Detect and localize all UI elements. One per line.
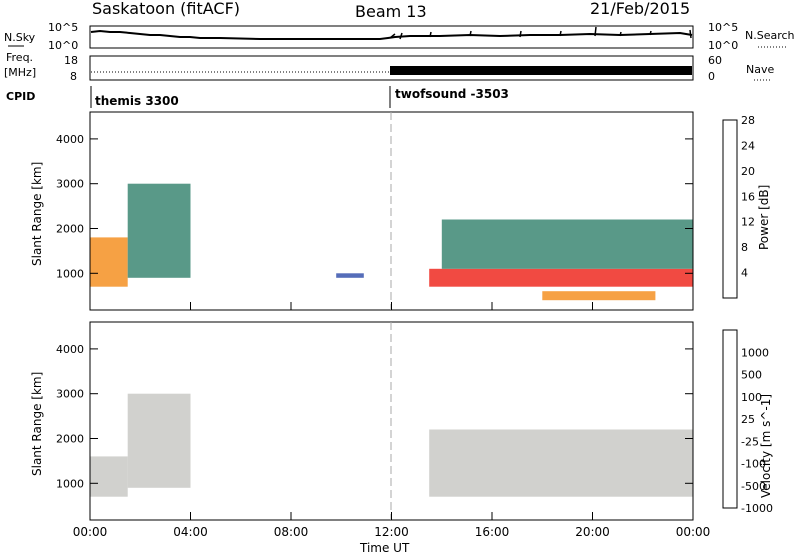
noise-panel: N.Sky 10^5 10^0 10^5 10^0 N.Search: [4, 21, 795, 52]
velocity-data-layer: [90, 393, 693, 497]
date-label: 21/Feb/2015: [590, 0, 690, 18]
velocity-ytick-label-0: 1000: [56, 477, 84, 490]
velocity-y-ticks: 1000 2000 3000 4000: [56, 343, 693, 490]
velocity-colorbar-tick-7: -1000: [741, 502, 773, 515]
time-tick-label-5: 20:00: [575, 525, 610, 539]
velocity-colorbar-tick-2: 100: [741, 391, 762, 404]
time-tick-label-2: 08:00: [274, 525, 309, 539]
power-data-region-4: [441, 219, 694, 269]
noise-search-trace: [389, 26, 692, 40]
cpid-label: CPID: [6, 90, 35, 103]
velocity-colorbar-label: Velocity [m s^-1]: [759, 394, 773, 498]
time-tick-label-4: 16:00: [475, 525, 510, 539]
nave-label: Nave: [746, 63, 774, 76]
power-ytick-label-2: 3000: [56, 178, 84, 191]
velocity-colorbar: 1000 500 100 25 -25 -100 -500 -1000: [722, 329, 773, 515]
time-axis: 00:00 04:00 08:00 12:00 16:00 20:00 00:00: [73, 302, 711, 539]
time-tick-label-3: 12:00: [374, 525, 409, 539]
noise-right-label: N.Search: [745, 29, 795, 42]
power-data-region-2: [336, 273, 364, 278]
frequency-panel: Freq. [MHz] 18 8 60 0 Nave: [4, 51, 774, 83]
velocity-data-region-2: [429, 429, 693, 497]
velocity-colorbar-tick-0: 1000: [741, 346, 769, 359]
freq-left-tick-top: 18: [64, 54, 78, 67]
power-ytick-label-0: 1000: [56, 267, 84, 280]
power-data-layer: [90, 183, 694, 301]
velocity-colorbar-frame: [722, 329, 738, 509]
time-tick-label-0: 00:00: [73, 525, 108, 539]
velocity-colorbar-tick-6: -500: [741, 480, 766, 493]
velocity-colorbar-tick-1: 500: [741, 369, 762, 382]
power-colorbar-label: Power [dB]: [757, 185, 771, 250]
time-tick-label-6: 00:00: [676, 525, 711, 539]
power-colorbar-tick-3: 16: [741, 190, 755, 203]
power-colorbar-tick-0: 4: [741, 267, 748, 280]
velocity-data-region-1: [127, 393, 191, 488]
power-ylabel: Slant Range [km]: [30, 162, 44, 266]
velocity-data-region-0: [90, 456, 128, 497]
velocity-panel: 1000 2000 3000 4000 Slant Range [km] 1000 50…: [30, 321, 773, 521]
power-colorbar-tick-1: 8: [741, 241, 748, 254]
noise-left-label: N.Sky: [4, 31, 36, 44]
noise-left-tick-top: 10^5: [48, 21, 78, 34]
freq-right-tick-bottom: 0: [708, 70, 715, 83]
velocity-colorbar-tick-5: -100: [741, 458, 766, 471]
power-colorbar-tick-5: 24: [741, 139, 755, 152]
power-colorbar-tick-6: 28: [741, 114, 755, 127]
power-colorbar-tick-4: 20: [741, 165, 755, 178]
velocity-ytick-label-3: 4000: [56, 343, 84, 356]
station-title: Saskatoon (fitACF): [92, 0, 240, 18]
velocity-ytick-label-2: 3000: [56, 388, 84, 401]
power-panel: 1000 2000 3000 4000 Slant Range [km] 4 8 12 16…: [30, 111, 771, 311]
power-colorbar-frame: [722, 119, 738, 299]
cpid-panel: CPID themis 3300 twofsound -3503: [6, 86, 509, 108]
velocity-ylabel: Slant Range [km]: [30, 372, 44, 476]
noise-right-tick-bottom: 10^0: [708, 39, 738, 52]
velocity-colorbar-tick-4: -25: [741, 435, 759, 448]
velocity-ytick-label-1: 2000: [56, 433, 84, 446]
nave-trace: [390, 66, 692, 75]
time-axis-label: Time UT: [359, 541, 410, 554]
power-colorbar-tick-2: 12: [741, 216, 755, 229]
freq-left-label: Freq.: [6, 51, 33, 64]
power-ytick-label-3: 4000: [56, 133, 84, 146]
time-tick-label-1: 04:00: [173, 525, 208, 539]
velocity-colorbar-tick-3: 25: [741, 413, 755, 426]
freq-left-tick-bottom: 8: [70, 70, 77, 83]
power-ytick-label-1: 2000: [56, 223, 84, 236]
power-data-region-0: [90, 237, 128, 287]
beam-label: Beam 13: [355, 2, 427, 21]
cpid-segment-twofsound: twofsound -3503: [395, 87, 509, 101]
noise-sky-trace: [90, 29, 693, 40]
power-data-region-5: [542, 291, 656, 301]
freq-right-tick-top: 60: [708, 54, 722, 67]
noise-left-tick-bottom: 10^0: [48, 39, 78, 52]
freq-left-unit: [MHz]: [4, 66, 36, 79]
power-data-region-1: [127, 183, 191, 278]
power-data-region-3: [429, 268, 693, 287]
noise-right-tick-top: 10^5: [708, 21, 738, 34]
power-colorbar: 4 8 12 16 20 24 28: [722, 114, 755, 299]
cpid-segment-themis: themis 3300: [95, 94, 179, 108]
power-y-ticks: 1000 2000 3000 4000: [56, 133, 693, 280]
